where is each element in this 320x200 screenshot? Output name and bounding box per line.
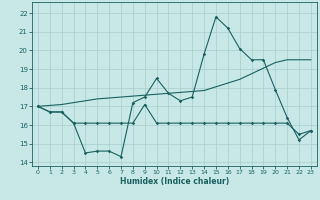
X-axis label: Humidex (Indice chaleur): Humidex (Indice chaleur) <box>120 177 229 186</box>
